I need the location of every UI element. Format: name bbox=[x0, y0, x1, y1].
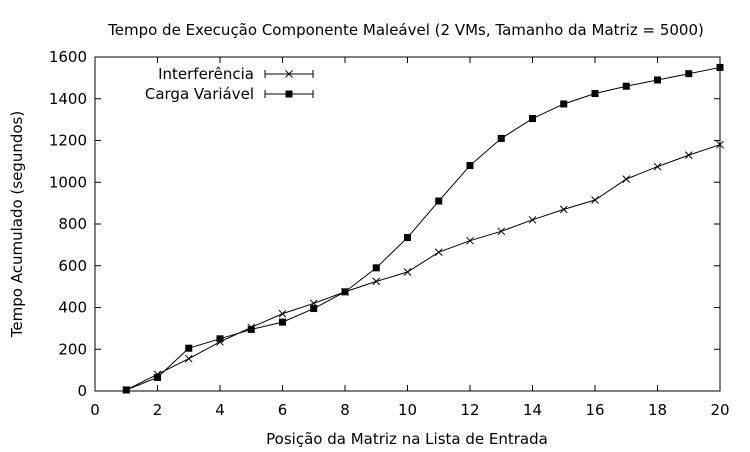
legend-label: Interferência bbox=[158, 65, 254, 83]
y-tick-label: 800 bbox=[58, 215, 87, 233]
data-point bbox=[372, 277, 381, 286]
data-point bbox=[622, 82, 630, 90]
x-tick-label: 8 bbox=[340, 401, 350, 419]
x-tick-label: 0 bbox=[90, 401, 100, 419]
y-tick-label: 0 bbox=[77, 382, 87, 400]
x-tick-label: 20 bbox=[710, 401, 729, 419]
data-point bbox=[559, 205, 568, 214]
data-point bbox=[122, 386, 130, 394]
data-point bbox=[560, 100, 568, 108]
data-point bbox=[278, 309, 287, 318]
axis-ticks: 0 2 4 6 8 10 12 14 16 18 2002004006008001000120014… bbox=[49, 48, 730, 419]
data-point bbox=[653, 162, 662, 171]
legend-item: Interferência bbox=[158, 65, 314, 83]
y-tick-label: 1000 bbox=[49, 173, 87, 191]
data-point bbox=[466, 236, 474, 245]
legend-label: Carga Variável bbox=[145, 85, 254, 103]
data-point bbox=[434, 248, 443, 257]
y-tick-label: 1600 bbox=[49, 48, 87, 66]
data-point bbox=[529, 115, 536, 123]
series-line bbox=[126, 144, 721, 391]
data-point bbox=[216, 335, 224, 343]
data-point bbox=[372, 264, 380, 272]
data-point bbox=[716, 63, 724, 71]
x-tick-label: 10 bbox=[398, 401, 417, 419]
legend-item: Carga Variável bbox=[145, 85, 314, 103]
data-point bbox=[403, 268, 412, 276]
data-point bbox=[435, 197, 443, 205]
x-tick-label: 14 bbox=[523, 401, 542, 419]
y-axis-label: Tempo Acumulado (segundos) bbox=[8, 111, 26, 338]
data-point bbox=[341, 288, 349, 296]
y-tick-label: 200 bbox=[58, 340, 87, 358]
data-point bbox=[247, 325, 255, 333]
y-tick-label: 1400 bbox=[49, 90, 87, 108]
x-tick-label: 12 bbox=[460, 401, 479, 419]
x-tick-label: 6 bbox=[278, 401, 288, 419]
series-line bbox=[126, 66, 721, 391]
chart-title: Tempo de Execução Componente Maleável (2… bbox=[107, 21, 704, 39]
x-tick-label: 4 bbox=[215, 401, 225, 419]
data-point bbox=[497, 134, 505, 142]
data-point bbox=[654, 76, 661, 84]
x-tick-label: 2 bbox=[153, 401, 163, 419]
data-point bbox=[685, 70, 693, 78]
data-point bbox=[591, 90, 599, 98]
data-point bbox=[591, 196, 599, 204]
data-point bbox=[184, 354, 193, 363]
legend: Interferência Carga Variável bbox=[145, 65, 314, 103]
data-point bbox=[622, 175, 631, 183]
data-point bbox=[404, 234, 411, 242]
data-point bbox=[279, 318, 286, 326]
data-point bbox=[716, 140, 724, 149]
x-tick-label: 16 bbox=[585, 401, 604, 419]
data-point bbox=[466, 162, 474, 170]
series-carga-variavel bbox=[122, 63, 724, 394]
data-point bbox=[185, 344, 193, 352]
data-point bbox=[497, 227, 506, 236]
y-tick-label: 1200 bbox=[49, 132, 87, 150]
data-point bbox=[154, 373, 161, 381]
series-interferencia bbox=[122, 140, 724, 394]
y-tick-label: 400 bbox=[58, 299, 87, 317]
series-layer bbox=[122, 63, 724, 394]
y-tick-label: 600 bbox=[58, 257, 87, 275]
x-tick-label: 18 bbox=[648, 401, 667, 419]
plot-frame bbox=[94, 56, 721, 392]
data-point bbox=[310, 305, 318, 313]
x-axis-label: Posição da Matriz na Lista de Entrada bbox=[266, 430, 548, 448]
data-point bbox=[684, 151, 693, 159]
legend-marker bbox=[285, 90, 293, 98]
data-point bbox=[528, 215, 537, 224]
legend-marker bbox=[285, 70, 293, 78]
